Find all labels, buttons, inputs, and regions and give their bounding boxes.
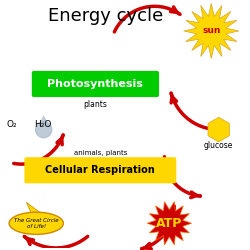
FancyBboxPatch shape xyxy=(24,157,176,183)
Text: sun: sun xyxy=(202,26,220,36)
Text: Cellular Respiration: Cellular Respiration xyxy=(46,165,155,175)
Circle shape xyxy=(198,18,224,44)
FancyBboxPatch shape xyxy=(32,71,159,97)
Polygon shape xyxy=(184,3,239,58)
Text: plants: plants xyxy=(84,100,107,110)
Polygon shape xyxy=(147,202,192,245)
Text: Photosynthesis: Photosynthesis xyxy=(48,79,143,89)
Ellipse shape xyxy=(9,212,63,234)
Polygon shape xyxy=(208,117,229,142)
Circle shape xyxy=(36,122,52,138)
Text: H₂O: H₂O xyxy=(34,120,51,129)
Text: O₂: O₂ xyxy=(6,120,17,129)
Text: The Great Circle
of Life!: The Great Circle of Life! xyxy=(14,218,59,229)
Text: ATP: ATP xyxy=(156,217,182,230)
Polygon shape xyxy=(38,115,50,126)
Text: glucose: glucose xyxy=(204,141,233,150)
Text: Energy cycle: Energy cycle xyxy=(48,7,163,25)
Text: animals, plants: animals, plants xyxy=(74,150,127,156)
Polygon shape xyxy=(26,202,41,213)
